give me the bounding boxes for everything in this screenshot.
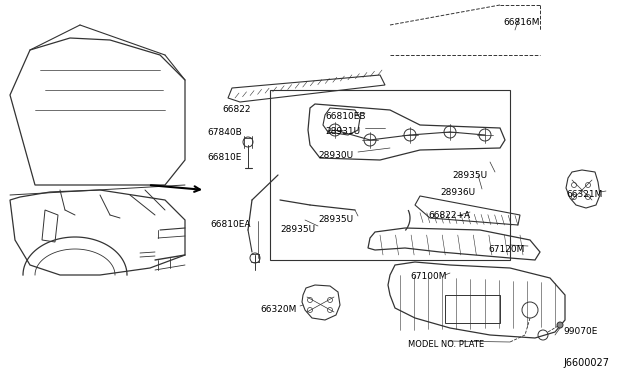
- Text: 66321M: 66321M: [566, 190, 602, 199]
- Text: 66320M: 66320M: [260, 305, 296, 314]
- Text: 28935U: 28935U: [318, 215, 353, 224]
- Text: J6600027: J6600027: [563, 358, 609, 368]
- Bar: [270, 90, 510, 260]
- Circle shape: [557, 322, 563, 328]
- Text: 28930U: 28930U: [318, 151, 353, 160]
- Text: 67120M: 67120M: [488, 245, 524, 254]
- Text: MODEL NO. PLATE: MODEL NO. PLATE: [408, 340, 484, 349]
- Text: 28935U: 28935U: [452, 171, 487, 180]
- Text: 28935U: 28935U: [280, 225, 315, 234]
- Text: 99070E: 99070E: [563, 327, 597, 336]
- Text: 66822+A: 66822+A: [428, 211, 470, 220]
- Text: 28931U: 28931U: [325, 127, 360, 136]
- Text: 66810E: 66810E: [207, 153, 241, 162]
- Bar: [445, 295, 500, 323]
- Text: 67840B: 67840B: [207, 128, 242, 137]
- Text: 66816M: 66816M: [503, 18, 540, 27]
- Text: 66822: 66822: [222, 105, 250, 114]
- Text: 66810EA: 66810EA: [210, 220, 250, 229]
- Text: 28936U: 28936U: [440, 188, 475, 197]
- Text: 67100M: 67100M: [410, 272, 447, 281]
- Text: 66810EB: 66810EB: [325, 112, 365, 121]
